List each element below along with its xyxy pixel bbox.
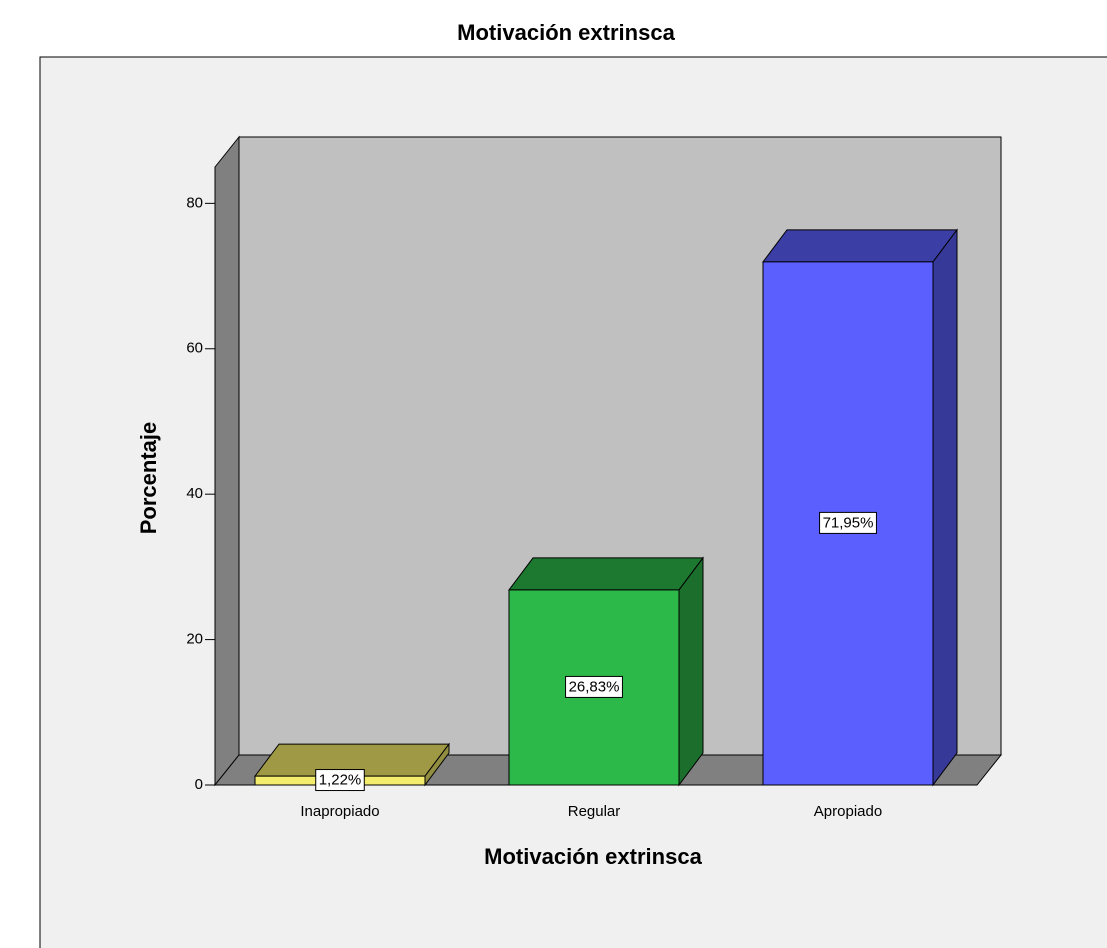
value-label: 1,22% xyxy=(319,772,362,789)
bar-top xyxy=(508,557,704,591)
value-label: 26,83% xyxy=(569,678,620,695)
y-axis-title: Porcentaje xyxy=(136,422,161,535)
value-label-box xyxy=(315,769,365,792)
value-label-box xyxy=(819,511,877,534)
y-tick-label: 40 xyxy=(186,485,203,502)
bar-top xyxy=(761,229,959,263)
x-axis-title: Motivación extrinsca xyxy=(484,844,702,869)
y-tick-label: 60 xyxy=(186,340,203,357)
value-label-box xyxy=(565,675,623,698)
x-tick-label: Inapropiado xyxy=(300,803,379,820)
chart-title: Motivación extrinsca xyxy=(457,20,675,45)
value-label: 71,95% xyxy=(823,514,874,531)
bar-side xyxy=(932,228,958,787)
x-tick-label: Apropiado xyxy=(814,803,882,820)
bar-side xyxy=(678,556,704,787)
y-tick-label: 80 xyxy=(186,194,203,211)
x-tick-label: Regular xyxy=(568,803,621,820)
y-tick-label: 20 xyxy=(186,631,203,648)
side-wall xyxy=(214,135,240,787)
y-tick-label: 0 xyxy=(195,776,203,793)
